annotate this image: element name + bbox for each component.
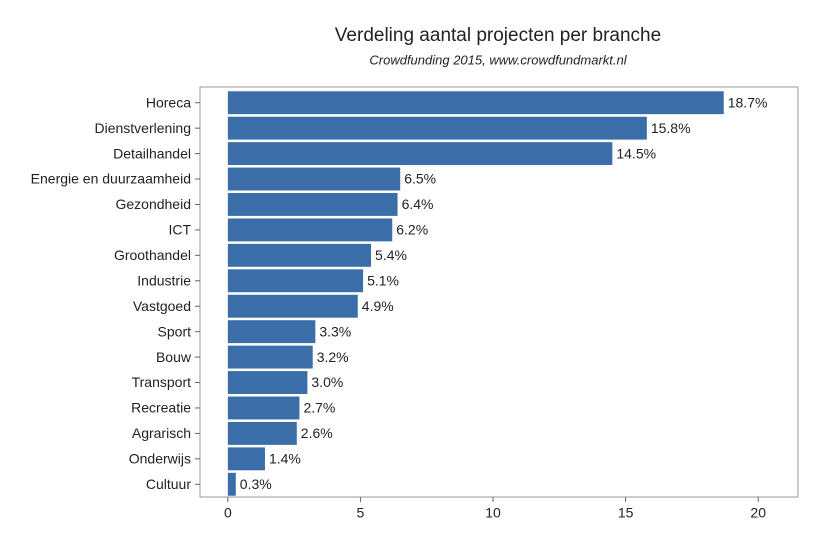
- y-tick-label: Energie en duurzaamheid: [31, 171, 191, 187]
- value-label: 3.2%: [317, 349, 349, 365]
- bar: [227, 421, 297, 445]
- bar: [227, 142, 613, 166]
- value-label: 2.6%: [301, 425, 333, 441]
- value-label: 3.0%: [311, 374, 343, 390]
- chart-subtitle: Crowdfunding 2015, www.crowdfundmarkt.nl: [369, 52, 627, 67]
- value-label: 3.3%: [319, 323, 351, 339]
- value-label: 15.8%: [651, 120, 691, 136]
- y-tick-label: Industrie: [137, 272, 191, 288]
- value-label: 1.4%: [269, 451, 301, 467]
- y-tick-label: Horeca: [146, 94, 191, 110]
- y-tick-label: ICT: [168, 222, 191, 238]
- value-label: 5.4%: [375, 247, 407, 263]
- y-tick-label: Dienstverlening: [95, 120, 192, 136]
- chart-title: Verdeling aantal projecten per branche: [335, 25, 661, 46]
- bar: [227, 116, 647, 140]
- plot-frame: [199, 86, 799, 498]
- bar: [227, 396, 300, 420]
- value-label: 14.5%: [616, 145, 656, 161]
- y-tick-label: Bouw: [156, 349, 192, 365]
- value-label: 6.2%: [396, 222, 428, 238]
- bar: [227, 91, 724, 115]
- bar: [227, 167, 401, 191]
- bar: [227, 345, 313, 369]
- x-tick-label: 0: [224, 505, 232, 521]
- bar: [227, 294, 358, 318]
- bar: [227, 269, 364, 293]
- y-tick-label: Gezondheid: [115, 196, 191, 212]
- y-tick-label: Transport: [132, 374, 192, 390]
- x-tick-label: 20: [750, 505, 766, 521]
- value-label: 18.7%: [728, 94, 768, 110]
- x-tick-label: 10: [485, 505, 501, 521]
- y-tick-label: Detailhandel: [113, 145, 191, 161]
- value-label: 6.4%: [402, 196, 434, 212]
- value-label: 2.7%: [303, 400, 335, 416]
- y-tick-label: Cultuur: [146, 476, 191, 492]
- x-tick-label: 15: [618, 505, 634, 521]
- bar: [227, 243, 372, 267]
- y-tick-label: Groothandel: [114, 247, 191, 263]
- value-label: 4.9%: [362, 298, 394, 314]
- bar: [227, 447, 265, 471]
- x-tick-label: 5: [357, 505, 365, 521]
- bar: [227, 218, 393, 242]
- y-tick-label: Recreatie: [131, 400, 191, 416]
- value-label: 0.3%: [240, 476, 272, 492]
- bar: [227, 193, 398, 216]
- bar: [227, 371, 308, 394]
- bar: [227, 320, 316, 344]
- y-tick-label: Sport: [158, 323, 192, 339]
- bar: [227, 472, 236, 496]
- y-tick-label: Vastgoed: [133, 298, 191, 314]
- value-label: 5.1%: [367, 272, 399, 288]
- value-label: 6.5%: [404, 171, 436, 187]
- y-tick-label: Onderwijs: [129, 451, 191, 467]
- y-tick-label: Agrarisch: [132, 425, 191, 441]
